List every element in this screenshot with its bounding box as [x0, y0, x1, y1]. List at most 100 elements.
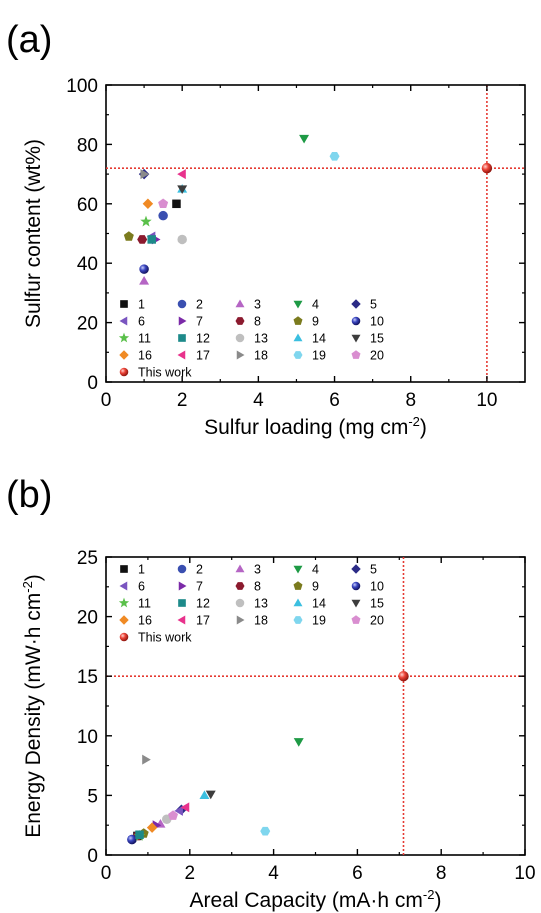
legend-label: 8: [254, 315, 261, 329]
legend-marker: [293, 316, 303, 325]
legend-label: 6: [138, 315, 145, 329]
x-tick-label: 2: [185, 863, 196, 884]
x-tick-label: 10: [476, 390, 497, 411]
y-tick-label: 25: [77, 548, 98, 569]
legend-marker: [351, 316, 361, 326]
legend-marker: [236, 615, 245, 625]
x-tick-label: 0: [101, 390, 112, 411]
data-point-series-1: [172, 199, 181, 209]
panel-label: (b): [6, 474, 52, 516]
data-point-series-10: [139, 264, 149, 274]
data-point-series-3: [139, 276, 150, 285]
legend-marker: [351, 334, 361, 343]
y-tick-label: 80: [77, 135, 98, 156]
data-point-series-15: [205, 790, 216, 800]
legend-label: 13: [254, 597, 268, 611]
y-axis-title-end: ): [22, 574, 45, 581]
legend-marker: [235, 317, 245, 325]
y-axis-title-sup: -2: [20, 581, 35, 593]
legend-marker: [293, 581, 303, 590]
legend-marker: [293, 598, 303, 607]
x-tick-label: 4: [268, 863, 279, 884]
legend-marker: [119, 316, 128, 326]
legend-label: 3: [254, 563, 261, 577]
legend-marker: [293, 300, 303, 309]
y-tick-label: 60: [77, 195, 98, 216]
x-tick-label: 8: [405, 390, 416, 411]
y-axis-title-text: Energy Density (mW·h cm: [22, 593, 45, 838]
legend-marker: [177, 615, 186, 625]
data-point-series-17: [180, 802, 190, 813]
legend-label: 18: [254, 349, 268, 363]
legend-label: 7: [196, 315, 203, 329]
legend-marker: [178, 599, 186, 607]
x-axis-title-sup: -2: [423, 887, 435, 902]
data-point-series-11: [140, 215, 152, 227]
legend-marker: [178, 334, 186, 342]
panel-label: (a): [6, 19, 52, 61]
y-axis-title-text: Sulfur content (wt%): [22, 139, 45, 328]
x-tick-label: 0: [101, 863, 112, 884]
legend-label: 2: [196, 563, 203, 577]
x-axis-title-end: ): [420, 416, 427, 439]
y-tick-label: 10: [77, 727, 98, 748]
data-point-series-2: [158, 210, 168, 221]
x-axis-title-sup: -2: [408, 414, 420, 429]
data-point-series-8: [137, 235, 148, 244]
legend-marker: [178, 581, 187, 591]
legend-label: 9: [312, 580, 319, 594]
legend-marker: [293, 333, 303, 342]
legend-label: 17: [196, 614, 210, 628]
legend-label: 2: [196, 298, 203, 312]
data-point-series-12: [147, 235, 156, 244]
legend-label: 1: [138, 298, 145, 312]
legend-label: 16: [138, 614, 152, 628]
legend-label: 11: [138, 597, 151, 611]
legend-marker: [119, 581, 128, 591]
data-point-series-20: [158, 198, 169, 209]
legend-label: 4: [312, 563, 319, 577]
x-tick-label: 4: [253, 390, 264, 411]
legend-label: 5: [370, 298, 377, 312]
legend-marker: [293, 616, 303, 624]
data-point-series-16: [146, 822, 158, 833]
legend-label: 11: [138, 332, 151, 346]
y-tick-label: 15: [77, 667, 98, 688]
y-tick-label: 20: [77, 314, 98, 335]
legend-label: 9: [312, 315, 319, 329]
legend-marker: [119, 367, 129, 377]
legend-label: 4: [312, 298, 319, 312]
data-point-series-19: [329, 151, 340, 161]
legend-marker: [236, 350, 245, 360]
legend-label: 12: [196, 597, 210, 611]
data-point-series-4: [293, 738, 304, 747]
legend-marker: [351, 299, 361, 309]
y-tick-label: 20: [77, 608, 98, 629]
x-tick-label: 6: [352, 863, 363, 884]
legend-label: 14: [312, 332, 326, 346]
legend-marker: [235, 582, 245, 590]
legend-marker: [235, 299, 245, 308]
x-tick-label: 8: [436, 863, 447, 884]
x-axis-title: Areal Capacity (mA·h cm-2): [190, 887, 442, 912]
y-tick-label: 100: [66, 76, 98, 97]
data-point-series-13: [177, 234, 187, 245]
data-point-series-16: [142, 198, 154, 210]
x-tick-label: 6: [329, 390, 340, 411]
legend-marker: [177, 564, 187, 574]
legend-label: 6: [138, 580, 145, 594]
legend-marker: [351, 350, 361, 359]
legend-marker: [120, 300, 128, 308]
legend-label: 20: [370, 349, 384, 363]
y-axis-title: Energy Density (mW·h cm-2): [20, 574, 45, 838]
legend-label: 19: [312, 349, 326, 363]
legend-label: 15: [370, 332, 384, 346]
data-point-series-17: [177, 169, 186, 180]
legend-marker: [177, 299, 187, 309]
legend-label: 7: [196, 580, 203, 594]
legend-label: This work: [138, 366, 192, 380]
